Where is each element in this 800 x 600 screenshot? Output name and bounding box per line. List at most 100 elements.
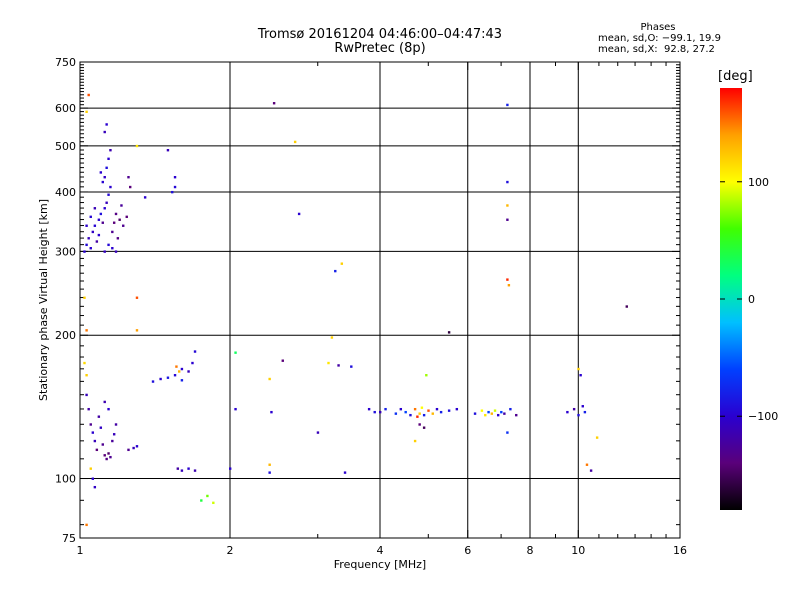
y-tick-label: 300 bbox=[55, 245, 76, 258]
data-point bbox=[83, 361, 86, 365]
data-point bbox=[114, 250, 118, 253]
data-point bbox=[297, 212, 301, 216]
data-point bbox=[93, 439, 97, 443]
data-point bbox=[97, 415, 101, 418]
data-point bbox=[91, 230, 95, 234]
data-point bbox=[583, 410, 587, 414]
data-point bbox=[416, 415, 419, 418]
data-point bbox=[316, 431, 320, 434]
data-point bbox=[187, 467, 190, 470]
data-point bbox=[506, 103, 509, 107]
data-point bbox=[327, 361, 330, 365]
data-point bbox=[176, 467, 180, 470]
data-point bbox=[105, 166, 108, 169]
data-point bbox=[89, 423, 92, 426]
data-point bbox=[425, 374, 428, 377]
data-point bbox=[93, 207, 97, 210]
data-point bbox=[585, 463, 589, 466]
data-point bbox=[97, 233, 101, 237]
data-point bbox=[404, 410, 407, 414]
data-point bbox=[111, 230, 114, 234]
data-point bbox=[625, 305, 628, 308]
data-point bbox=[87, 237, 90, 240]
data-point bbox=[127, 448, 130, 452]
data-point bbox=[116, 237, 120, 240]
data-point bbox=[420, 406, 424, 409]
data-point bbox=[85, 243, 88, 247]
data-point bbox=[85, 224, 88, 227]
data-point bbox=[367, 407, 371, 411]
data-point bbox=[127, 175, 130, 179]
data-point bbox=[379, 410, 382, 414]
data-point bbox=[394, 412, 398, 415]
data-point bbox=[350, 365, 353, 368]
data-point bbox=[129, 185, 132, 189]
phase-stats-o-mode: mean, sd,O: −99.1, 19.9 bbox=[598, 33, 721, 44]
data-point bbox=[340, 262, 344, 265]
data-point bbox=[135, 445, 139, 448]
data-point bbox=[187, 370, 190, 373]
data-point bbox=[101, 443, 104, 446]
data-point bbox=[506, 204, 509, 207]
data-point bbox=[506, 278, 509, 281]
data-point bbox=[91, 431, 95, 434]
data-point bbox=[89, 215, 92, 219]
x-tick-label: 6 bbox=[464, 544, 471, 557]
data-point bbox=[111, 439, 114, 443]
data-point bbox=[97, 218, 101, 221]
data-point bbox=[85, 393, 88, 397]
data-point bbox=[105, 457, 108, 461]
x-tick-label: 10 bbox=[571, 544, 585, 557]
data-point bbox=[268, 471, 271, 474]
data-point bbox=[105, 201, 108, 204]
data-point bbox=[99, 212, 103, 216]
data-point bbox=[99, 171, 103, 174]
data-point bbox=[579, 374, 582, 377]
data-point bbox=[135, 296, 139, 299]
data-point bbox=[577, 367, 580, 371]
data-point bbox=[99, 426, 103, 429]
colorbar-tick-label: 100 bbox=[748, 176, 769, 189]
axis-ticks bbox=[79, 62, 681, 538]
data-point bbox=[109, 185, 112, 189]
data-point bbox=[143, 196, 147, 199]
data-point bbox=[171, 190, 174, 194]
data-point bbox=[480, 409, 484, 412]
data-point bbox=[507, 284, 511, 287]
data-point bbox=[122, 224, 125, 227]
data-point bbox=[93, 485, 97, 489]
data-point bbox=[418, 423, 421, 426]
data-point bbox=[506, 431, 509, 434]
data-point bbox=[107, 243, 110, 247]
data-point bbox=[343, 471, 347, 474]
phase-stats-title: Phases bbox=[640, 22, 676, 33]
data-point bbox=[399, 407, 403, 411]
data-point bbox=[431, 412, 434, 415]
axis-tick-labels: 1 2 4 6 8 10 16 75 100 200 300 400 500 600 750 bbox=[55, 56, 687, 557]
data-point bbox=[85, 523, 88, 527]
data-point bbox=[439, 410, 443, 414]
data-point bbox=[384, 407, 387, 411]
data-point bbox=[193, 350, 197, 353]
data-point bbox=[125, 215, 128, 219]
data-point bbox=[206, 494, 209, 498]
data-point bbox=[109, 148, 112, 152]
x-tick-label: 16 bbox=[673, 544, 687, 557]
data-point bbox=[132, 446, 135, 450]
data-point bbox=[93, 224, 97, 227]
y-tick-label: 600 bbox=[55, 102, 76, 115]
data-point bbox=[581, 405, 584, 408]
colorbar-tick-label: 0 bbox=[748, 293, 755, 306]
data-point bbox=[566, 410, 569, 414]
data-point bbox=[101, 180, 104, 184]
data-point bbox=[83, 250, 86, 253]
data-point bbox=[166, 376, 170, 379]
data-point bbox=[112, 221, 116, 224]
data-point bbox=[409, 413, 412, 417]
data-point bbox=[484, 413, 487, 417]
colorbar bbox=[720, 88, 742, 510]
data-point bbox=[89, 247, 92, 250]
data-point bbox=[135, 144, 139, 148]
data-point bbox=[180, 379, 184, 382]
grid-lines bbox=[80, 62, 680, 538]
